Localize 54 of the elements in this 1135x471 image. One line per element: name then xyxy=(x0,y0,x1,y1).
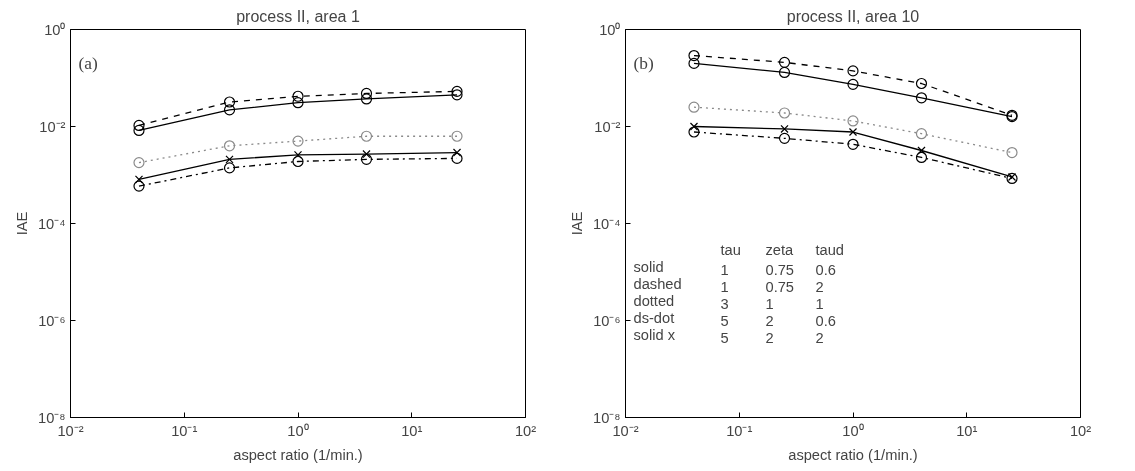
point xyxy=(133,119,145,132)
x-tick-label: 10¹ xyxy=(401,422,423,439)
y-tick-label: 10⁻⁴ xyxy=(37,215,66,232)
y-tick-label: 10⁰ xyxy=(44,21,66,38)
y-tick-label: 10⁻² xyxy=(594,118,621,135)
x-tick-label: 10⁻¹ xyxy=(726,422,753,439)
point xyxy=(292,155,304,168)
annotation: (a) xyxy=(78,53,98,73)
point xyxy=(292,97,304,109)
x-tick-label: 10⁰ xyxy=(287,422,309,439)
y-tick-label: 10⁻⁶ xyxy=(38,312,66,329)
x-tick-label: 10¹ xyxy=(956,422,978,439)
point xyxy=(688,101,700,113)
y-axis-title: IAE xyxy=(568,211,585,236)
point xyxy=(133,124,145,137)
y-tick-label: 10⁻⁶ xyxy=(593,312,621,329)
point xyxy=(293,150,303,160)
chart-title: process II, area 1 xyxy=(236,7,360,25)
text: dashed 1 0.75 2 xyxy=(633,275,824,295)
y-tick-label: 10⁰ xyxy=(599,21,621,38)
point xyxy=(848,127,858,137)
point xyxy=(292,90,304,102)
x-tick-label: 10⁰ xyxy=(842,422,864,439)
point xyxy=(451,85,463,97)
point xyxy=(847,115,859,127)
x-tick-label: 10² xyxy=(514,422,537,439)
point xyxy=(1006,146,1018,159)
point xyxy=(451,130,463,142)
x-axis-title: aspect ratio (1/min.) xyxy=(788,446,918,463)
x-axis-title: aspect ratio (1/min.) xyxy=(233,446,363,463)
annotation: (b) xyxy=(633,53,654,73)
point xyxy=(451,152,463,164)
chart-title: process II, area 10 xyxy=(786,7,920,25)
text: dotted 3 1 1 xyxy=(633,292,824,312)
y-tick-label: 10⁻² xyxy=(39,118,66,135)
point xyxy=(847,138,859,150)
text: solid x 5 2 2 xyxy=(633,326,824,346)
point xyxy=(847,78,859,90)
text: solid 1 0.75 0.6 xyxy=(633,258,836,278)
x-tick-label: 10² xyxy=(1069,422,1092,439)
point xyxy=(688,57,700,69)
point xyxy=(688,49,700,62)
point xyxy=(292,135,304,147)
y-tick-label: 10⁻⁴ xyxy=(592,215,621,232)
text: ds-dot 5 2 0.6 xyxy=(633,309,836,329)
point xyxy=(133,157,145,169)
point xyxy=(688,126,700,138)
point xyxy=(451,89,463,101)
point xyxy=(134,175,144,184)
point xyxy=(847,65,859,77)
x-tick-label: 10⁻¹ xyxy=(171,422,198,439)
point xyxy=(133,180,145,192)
y-axis-title: IAE xyxy=(13,211,30,236)
text: tau zeta taud xyxy=(720,241,845,258)
